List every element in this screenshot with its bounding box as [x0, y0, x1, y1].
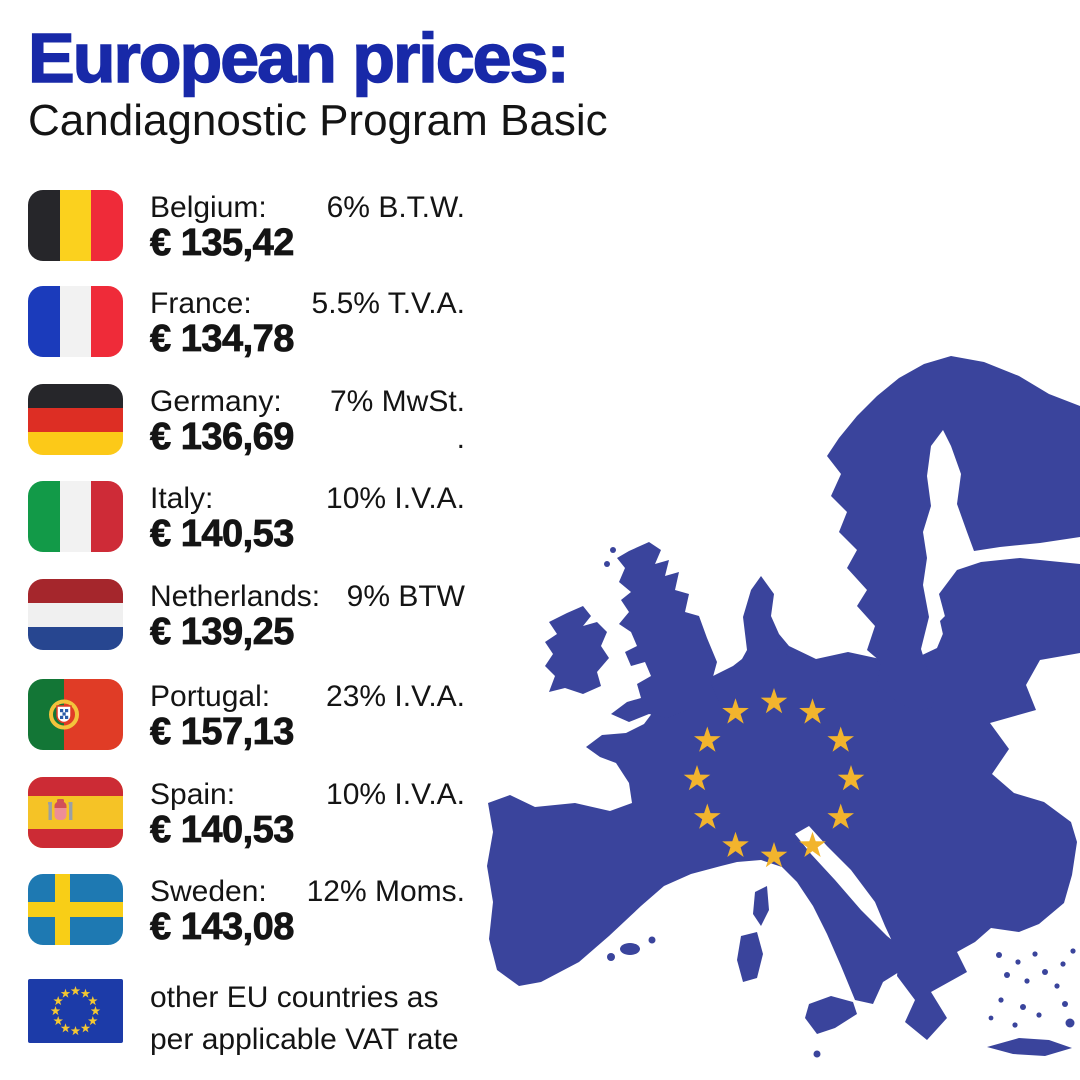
price-row-sweden: Sweden: 12% Moms. € 143,08 — [28, 874, 465, 949]
country-label: Germany: — [150, 385, 282, 418]
france-flag-icon — [28, 286, 123, 357]
country-label: Sweden: — [150, 875, 267, 908]
price-value: € 140,53 — [150, 809, 295, 852]
great-britain — [611, 542, 719, 722]
other-eu-note-line2: per applicable VAT rate — [150, 1023, 459, 1056]
price-value: € 157,13 — [150, 711, 295, 754]
price-value: € 139,25 — [150, 611, 295, 654]
italy-flag-icon — [28, 481, 123, 552]
price-row-italy: Italy: 10% I.V.A. € 140,53 — [28, 481, 465, 556]
malta — [813, 1050, 821, 1058]
european-union-flag-icon — [28, 979, 123, 1043]
vat-rate: 7% MwSt. — [329, 385, 465, 418]
europe-mainland — [487, 558, 1080, 1040]
price-value: € 140,53 — [150, 513, 295, 556]
other-eu-note-line1: other EU countries as — [150, 981, 439, 1014]
vat-rate: 5.5% T.V.A. — [311, 287, 465, 320]
vat-rate-continued: . — [456, 422, 465, 455]
vat-rate: 12% Moms. — [306, 875, 465, 908]
page-title: European prices: — [27, 18, 570, 98]
country-label: Netherlands: — [150, 580, 321, 613]
vat-rate: 23% I.V.A. — [326, 680, 465, 713]
price-row-spain: Spain: 10% I.V.A. € 140,53 — [28, 777, 465, 852]
portugal-flag-icon — [28, 679, 123, 750]
price-row-netherlands: Netherlands: 9% BTW € 139,25 — [28, 579, 465, 654]
vat-rate: 10% I.V.A. — [326, 482, 465, 515]
gotland — [940, 611, 955, 639]
country-label: Italy: — [150, 482, 214, 515]
sicily — [805, 996, 857, 1034]
price-row-portugal: Portugal: 23% I.V.A. € 157,13 — [28, 679, 465, 754]
footer-row-other-eu: other EU countries as per applicable VAT… — [28, 977, 465, 1056]
vat-rate: 10% I.V.A. — [326, 778, 465, 811]
price-row-france: France: 5.5% T.V.A. € 134,78 — [28, 286, 465, 361]
vat-rate: 9% BTW — [346, 580, 465, 613]
europe-map — [487, 356, 1080, 1058]
vat-rate: 6% B.T.W. — [326, 191, 465, 224]
page-subtitle: Candiagnostic Program Basic — [28, 96, 608, 145]
scandinavia — [827, 356, 1080, 711]
spain-flag-icon — [28, 777, 123, 848]
price-value: € 134,78 — [150, 318, 295, 361]
ireland — [545, 606, 609, 694]
price-row-belgium: Belgium: 6% B.T.W. € 135,42 — [28, 190, 465, 265]
country-label: Portugal: — [150, 680, 271, 713]
sardinia — [737, 932, 763, 982]
sweden-flag-icon — [28, 874, 123, 945]
mallorca — [620, 943, 640, 955]
price-value: € 143,08 — [150, 906, 295, 949]
crete — [987, 1038, 1072, 1056]
country-label: France: — [150, 287, 252, 320]
corsica — [753, 886, 769, 926]
germany-flag-icon — [28, 384, 123, 455]
country-label: Belgium: — [150, 191, 267, 224]
price-value: € 135,42 — [150, 222, 295, 265]
country-label: Spain: — [150, 778, 236, 811]
price-value: € 136,69 — [150, 416, 295, 459]
other-eu-note: other EU countries as per applicable VAT… — [150, 977, 459, 1061]
price-row-germany: Germany: 7% MwSt. . € 136,69 — [28, 384, 465, 459]
belgium-flag-icon — [28, 190, 123, 261]
netherlands-flag-icon — [28, 579, 123, 650]
